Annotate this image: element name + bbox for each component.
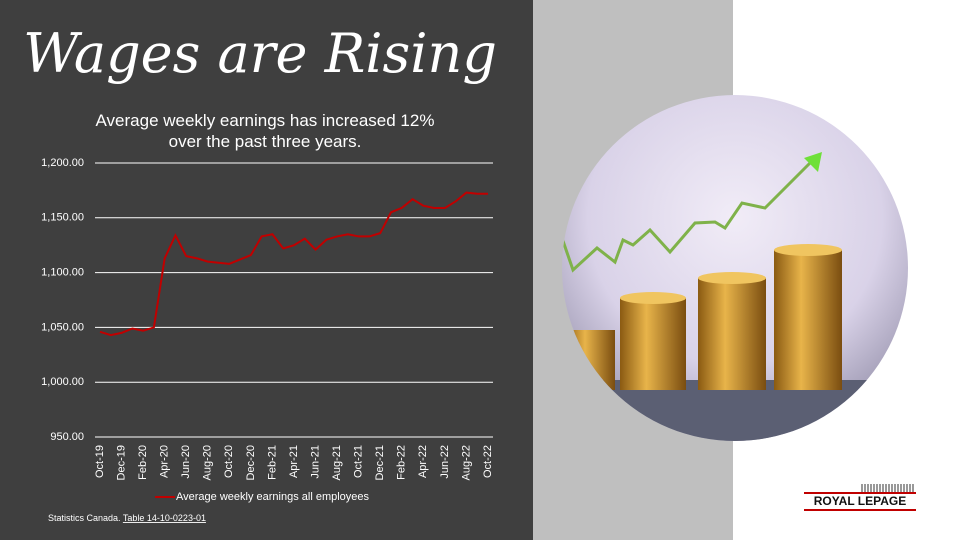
logo-stripes <box>861 484 914 492</box>
x-tick-label: Aug-20 <box>202 445 214 480</box>
x-tick-label: Jun-21 <box>309 445 321 479</box>
legend-label: Average weekly earnings all employees <box>176 491 370 503</box>
x-tick-label: Feb-21 <box>266 445 278 480</box>
x-tick-label: Jun-20 <box>180 445 192 479</box>
left-panel <box>0 0 533 540</box>
x-tick-label: Oct-20 <box>223 445 235 478</box>
x-tick-label: Oct-19 <box>94 445 106 478</box>
plot: 950.00 1,000.00 1,050.00 1,100.00 1,150.00 1,… <box>41 157 494 503</box>
x-tick-label: Apr-21 <box>288 445 300 478</box>
y-tick-label: 950.00 <box>50 431 84 443</box>
x-tick-label: Oct-21 <box>353 445 365 478</box>
title: Wages are Rising <box>23 22 497 85</box>
coin-stack <box>698 278 766 390</box>
y-tick-label: 1,000.00 <box>41 376 84 388</box>
y-tick-label: 1,050.00 <box>41 321 84 333</box>
x-tick-label: Aug-21 <box>331 445 343 480</box>
x-tick-label: Apr-20 <box>159 445 171 478</box>
x-tick-label: Oct-22 <box>482 445 494 478</box>
x-tick-label: Dec-20 <box>245 445 257 480</box>
logo-box <box>804 483 916 517</box>
coin-top <box>774 244 842 256</box>
source-link[interactable]: Table 14-10-0223-01 <box>123 513 206 523</box>
subtitle-box: Average weekly earnings has increased 12… <box>95 111 435 151</box>
arrow-head <box>804 152 822 172</box>
series-line <box>99 191 488 337</box>
x-tick-label: Apr-22 <box>417 445 429 478</box>
y-tick-label: 1,100.00 <box>41 267 84 279</box>
x-tick-label: Feb-20 <box>137 445 149 480</box>
x-tick-label: Dec-19 <box>115 445 127 480</box>
source-text: Statistics Canada. <box>48 513 121 523</box>
subtitle: Average weekly earnings has increased 12… <box>95 111 435 151</box>
coin-stack <box>774 250 842 390</box>
x-tick-label: Feb-22 <box>396 445 408 480</box>
x-tick-label: Jun-22 <box>439 445 451 479</box>
coin-top <box>620 292 686 304</box>
logo-text: ROYAL LEPAGE <box>814 494 906 508</box>
y-tick-label: 1,150.00 <box>41 212 84 224</box>
coin-stack <box>620 298 686 390</box>
x-tick-label: Aug-22 <box>460 445 472 480</box>
y-tick-label: 1,200.00 <box>41 157 84 169</box>
x-tick-label: Dec-21 <box>374 445 386 480</box>
trend-arrow <box>562 156 817 273</box>
coin-top <box>698 272 766 284</box>
source: Statistics Canada. Table 14-10-0223-01 <box>48 513 206 523</box>
